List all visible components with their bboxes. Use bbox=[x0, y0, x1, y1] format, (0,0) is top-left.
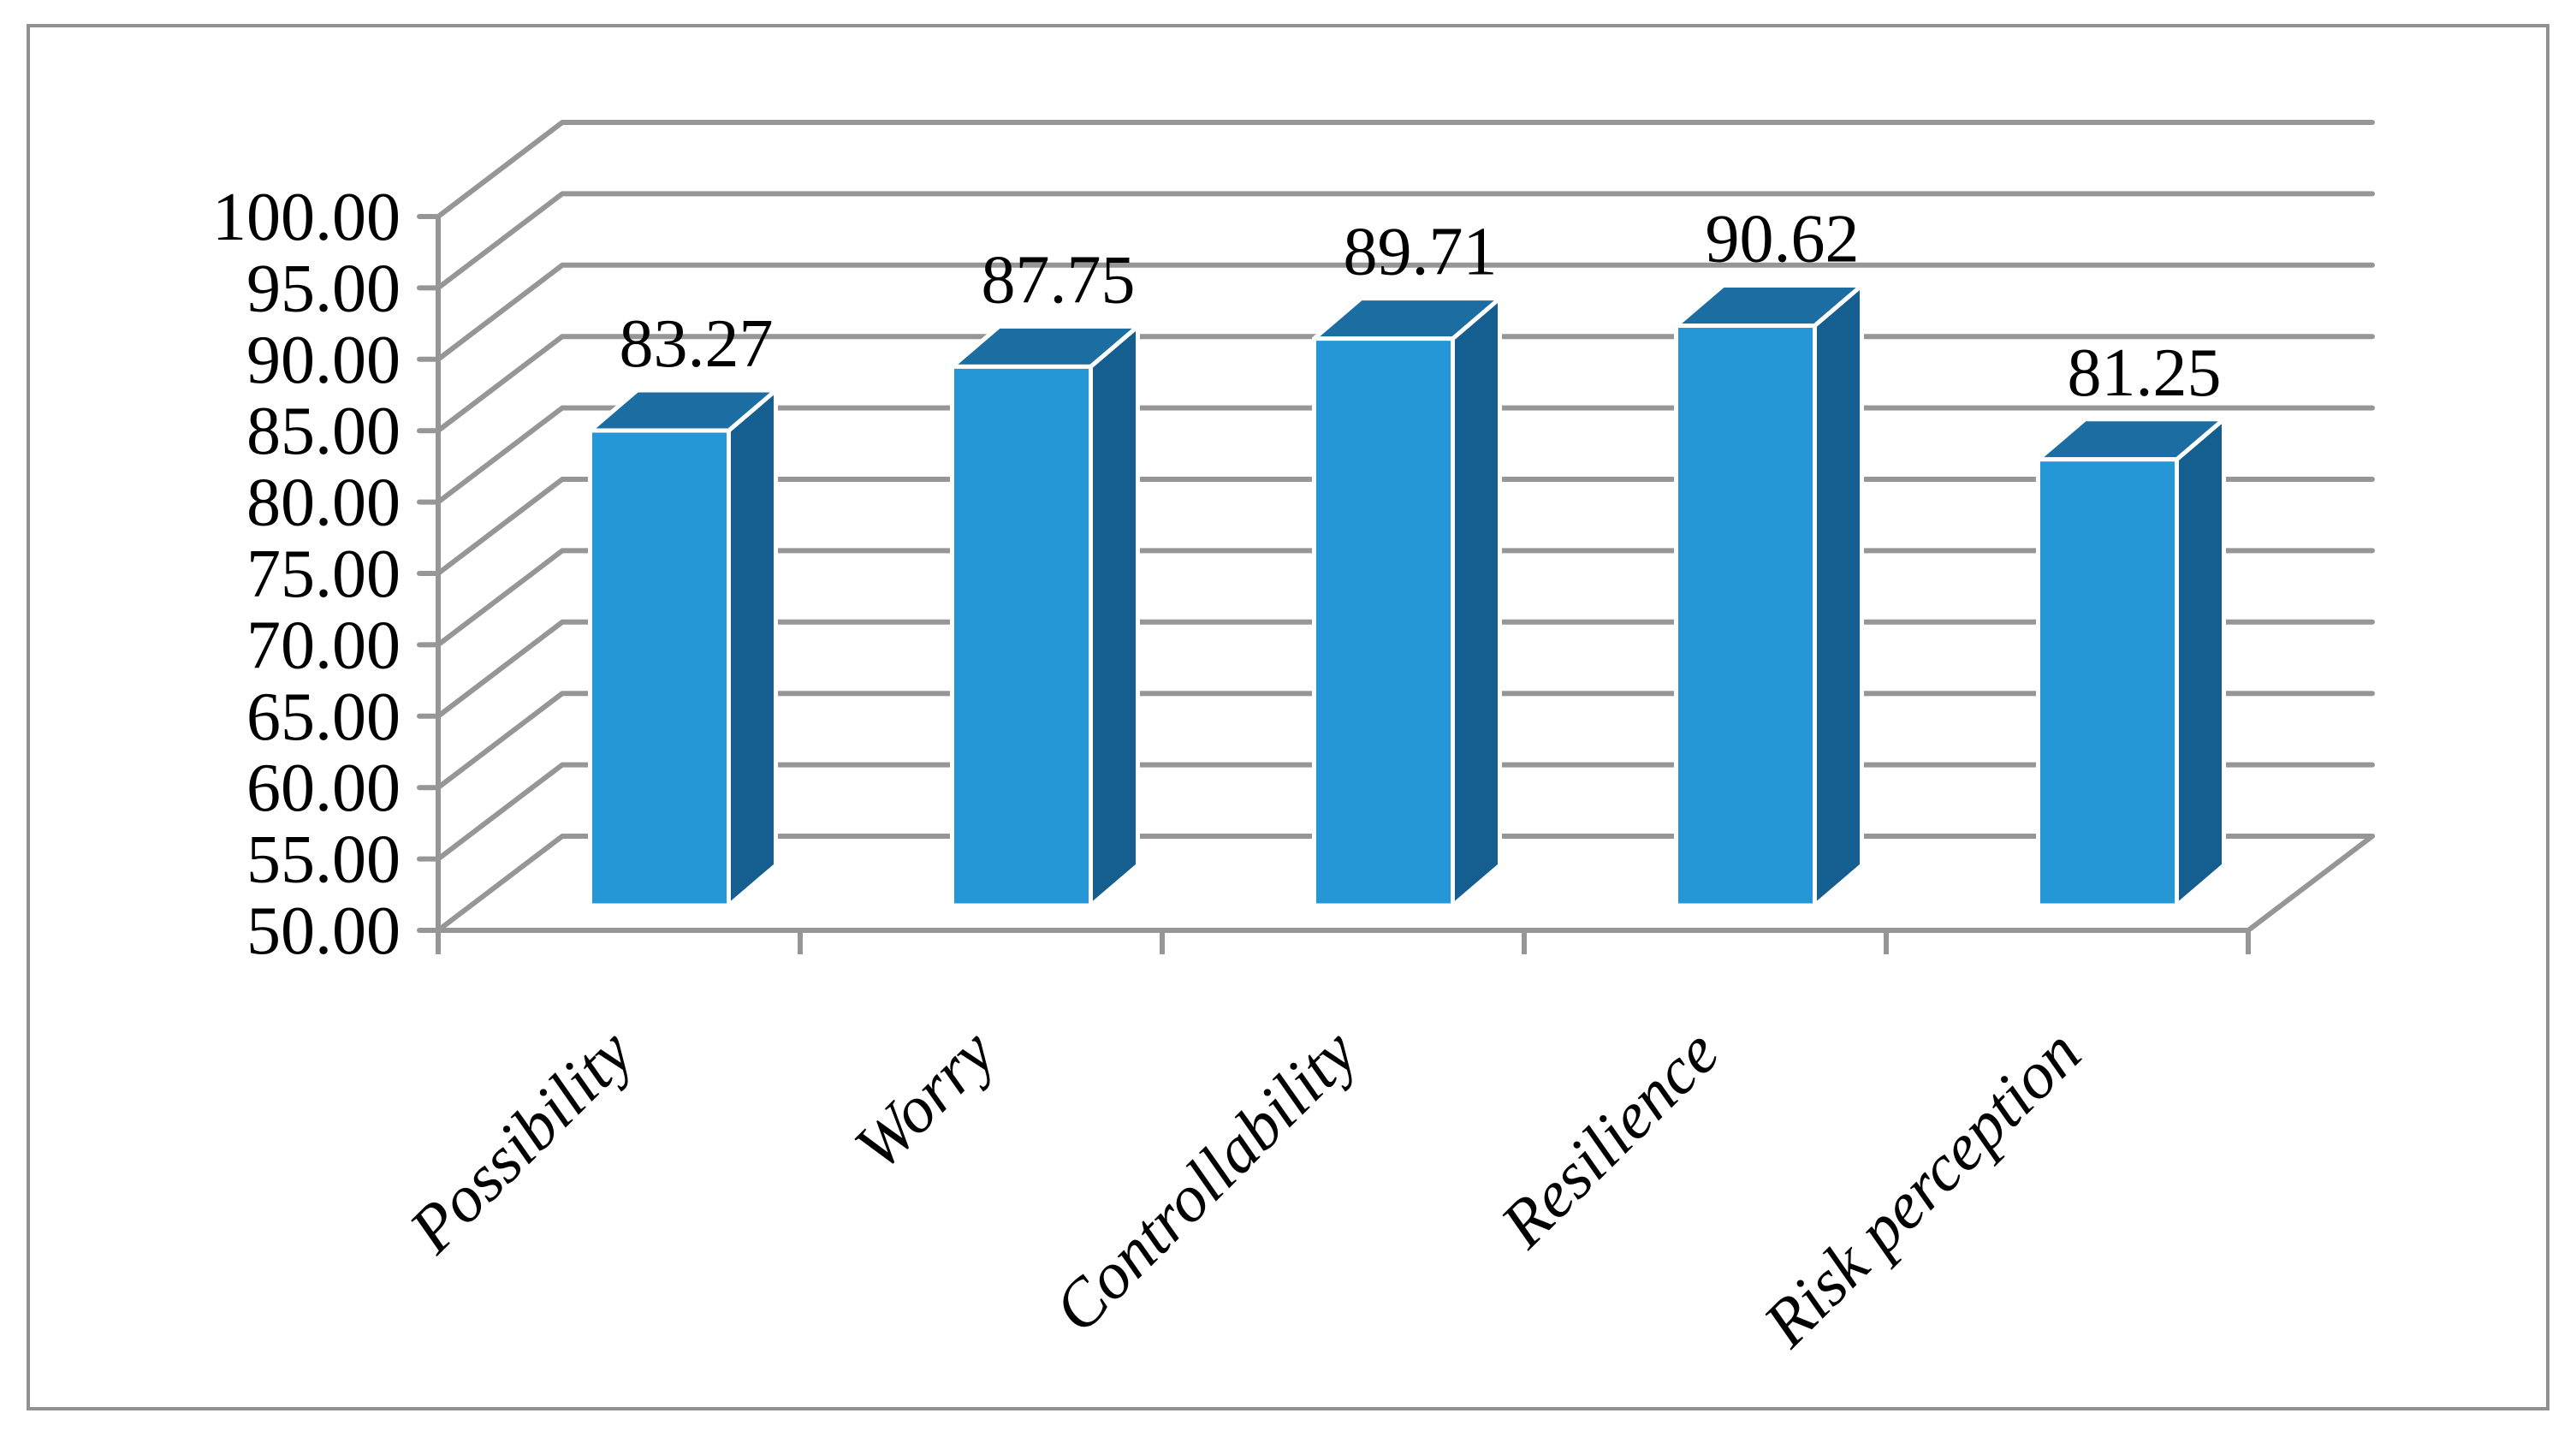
bar-possibility bbox=[588, 428, 731, 908]
y-tick-label: 70.00 bbox=[246, 608, 401, 683]
y-tick-label: 90.00 bbox=[246, 323, 401, 398]
y-tick-label: 50.00 bbox=[246, 894, 401, 969]
chart-border bbox=[27, 24, 2549, 1410]
gridline bbox=[417, 191, 2375, 291]
y-tick-label: 80.00 bbox=[246, 466, 401, 541]
bar-controllability bbox=[1312, 336, 1455, 908]
y-tick-label: 95.00 bbox=[246, 251, 401, 326]
bar-risk-perception bbox=[2036, 457, 2179, 908]
bar-side-face bbox=[1813, 282, 1864, 908]
y-tick-label: 75.00 bbox=[246, 537, 401, 612]
y-tick-label: 85.00 bbox=[246, 394, 401, 469]
bar-value-label: 90.62 bbox=[1706, 201, 1860, 276]
y-tick-label: 55.00 bbox=[246, 822, 401, 898]
y-tick-label: 60.00 bbox=[246, 751, 401, 826]
gridline bbox=[417, 262, 2375, 362]
gridline bbox=[417, 120, 2375, 219]
floor-right-edge bbox=[2246, 834, 2375, 933]
y-tick-label: 100.00 bbox=[212, 180, 401, 255]
bar-side-face bbox=[1451, 296, 1502, 908]
bar-side-face bbox=[1089, 324, 1140, 908]
bar-side-face bbox=[727, 388, 778, 908]
bar-side-face bbox=[2175, 417, 2226, 908]
bar-value-label: 83.27 bbox=[620, 306, 774, 382]
bar-value-label: 87.75 bbox=[982, 242, 1136, 318]
bar-value-label: 81.25 bbox=[2068, 335, 2222, 411]
bar-value-label: 89.71 bbox=[1344, 215, 1498, 290]
bar-resilience bbox=[1674, 323, 1817, 908]
y-tick-label: 65.00 bbox=[246, 680, 401, 755]
bar-worry bbox=[950, 364, 1093, 908]
